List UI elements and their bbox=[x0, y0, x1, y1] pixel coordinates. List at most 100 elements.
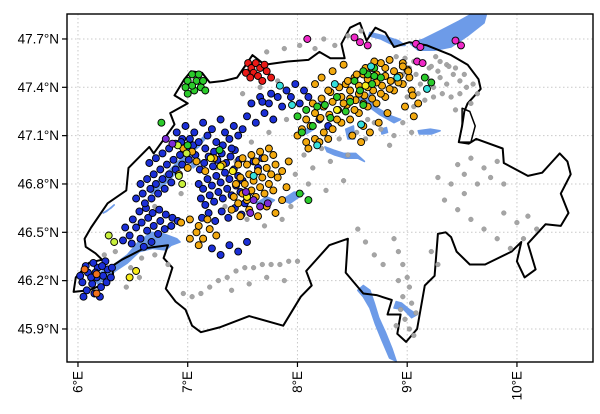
series-yellow bbox=[125, 81, 370, 282]
y-tick-label: 45.9°N bbox=[18, 321, 59, 336]
data-point-amber bbox=[386, 76, 395, 85]
data-point-blue bbox=[181, 122, 190, 130]
data-point-blue bbox=[82, 286, 91, 295]
data-point-blue bbox=[273, 93, 282, 101]
data-point-amber bbox=[302, 115, 311, 124]
data-point-blue bbox=[225, 134, 234, 143]
data-point-gray bbox=[461, 191, 467, 197]
data-point-gray bbox=[435, 174, 441, 181]
data-point-amber bbox=[372, 99, 381, 108]
data-point-amber bbox=[267, 170, 276, 179]
data-point-blue bbox=[243, 238, 251, 246]
data-point-gray bbox=[128, 265, 134, 271]
data-point-amber bbox=[260, 154, 269, 163]
data-point-gray bbox=[229, 287, 235, 293]
data-point-gray bbox=[446, 63, 452, 70]
data-point-gray bbox=[266, 129, 272, 136]
data-point-amber bbox=[284, 157, 293, 166]
data-point-gray bbox=[468, 155, 474, 161]
data-point-gray bbox=[413, 71, 419, 78]
data-point-gray bbox=[441, 197, 448, 203]
data-point-gray bbox=[358, 28, 364, 34]
data-point-amber bbox=[333, 115, 341, 124]
data-point-magenta bbox=[451, 36, 460, 45]
y-tick-label: 46.8°N bbox=[18, 176, 59, 191]
data-point-amber bbox=[262, 163, 271, 172]
data-point-yellow bbox=[333, 105, 341, 114]
data-point-amber bbox=[311, 109, 319, 118]
data-point-amber bbox=[385, 84, 394, 93]
data-point-gray bbox=[437, 74, 443, 81]
data-point-gray bbox=[365, 116, 371, 123]
data-point-amber bbox=[201, 167, 210, 176]
data-point-gray bbox=[409, 300, 415, 306]
data-point-gray bbox=[393, 323, 399, 329]
data-point-gray bbox=[123, 284, 129, 290]
data-point-amber bbox=[381, 64, 390, 72]
data-point-blue bbox=[76, 271, 85, 280]
data-point-blue bbox=[172, 128, 181, 137]
data-point-amber bbox=[304, 144, 313, 153]
data-point-gray bbox=[336, 136, 342, 142]
data-point-gray bbox=[452, 65, 459, 71]
data-point-gray bbox=[435, 68, 441, 74]
data-point-gray bbox=[323, 187, 329, 194]
data-point-chartreuse bbox=[178, 180, 187, 188]
data-point-gray bbox=[288, 203, 294, 210]
data-point-blue bbox=[167, 221, 176, 230]
data-point-gray bbox=[362, 239, 369, 245]
data-point-gray bbox=[286, 258, 292, 264]
data-point-green bbox=[346, 97, 355, 106]
data-point-blue bbox=[108, 263, 116, 272]
data-point-blue bbox=[212, 171, 221, 180]
data-point-amber bbox=[328, 67, 337, 76]
data-point-red bbox=[251, 59, 260, 68]
data-point-amber bbox=[408, 91, 417, 100]
data-point-green bbox=[183, 89, 192, 98]
data-point-blue bbox=[243, 112, 251, 121]
data-point-blue bbox=[218, 194, 227, 203]
series-chartreuse bbox=[104, 141, 191, 246]
lake-maggiore bbox=[356, 284, 398, 362]
data-point-gray bbox=[468, 216, 474, 223]
data-point-blue bbox=[102, 278, 111, 287]
grid-layer bbox=[67, 14, 593, 362]
data-point-blue bbox=[145, 159, 154, 167]
data-point-blue bbox=[138, 189, 147, 198]
data-point-gray bbox=[248, 139, 255, 145]
data-point-gray bbox=[246, 281, 252, 287]
data-point-amber bbox=[271, 209, 280, 217]
data-point-blue bbox=[88, 279, 97, 288]
data-point-blue bbox=[229, 122, 238, 130]
data-point-gray bbox=[400, 120, 406, 126]
data-point-amber bbox=[383, 109, 392, 118]
data-point-amber bbox=[192, 228, 201, 237]
data-point-gray bbox=[387, 142, 393, 148]
data-point-gray bbox=[261, 223, 268, 229]
data-point-blue bbox=[224, 213, 233, 222]
data-point-amber bbox=[339, 60, 348, 69]
data-point-gray bbox=[494, 158, 500, 165]
data-point-amber bbox=[398, 62, 407, 71]
data-point-gray bbox=[457, 91, 463, 97]
data-point-gray bbox=[393, 54, 399, 60]
data-point-gray bbox=[470, 81, 476, 87]
data-point-red bbox=[241, 68, 250, 77]
data-point-green bbox=[333, 93, 341, 101]
data-point-blue bbox=[143, 175, 152, 184]
data-point-amber bbox=[346, 86, 355, 95]
data-point-blue bbox=[199, 184, 208, 193]
data-point-gray bbox=[461, 71, 467, 78]
data-point-gray bbox=[452, 107, 459, 113]
data-point-gray bbox=[391, 133, 397, 139]
x-tick-label: 9°E bbox=[400, 371, 415, 393]
data-point-amber bbox=[232, 180, 240, 188]
data-point-gray bbox=[461, 171, 467, 177]
data-point-gray bbox=[400, 294, 406, 300]
data-point-amber bbox=[350, 105, 359, 114]
data-point-violet bbox=[161, 134, 170, 143]
data-point-amber bbox=[302, 138, 311, 147]
data-point-chartreuse bbox=[104, 231, 113, 240]
data-point-red bbox=[258, 76, 267, 85]
data-point-green bbox=[199, 76, 208, 85]
